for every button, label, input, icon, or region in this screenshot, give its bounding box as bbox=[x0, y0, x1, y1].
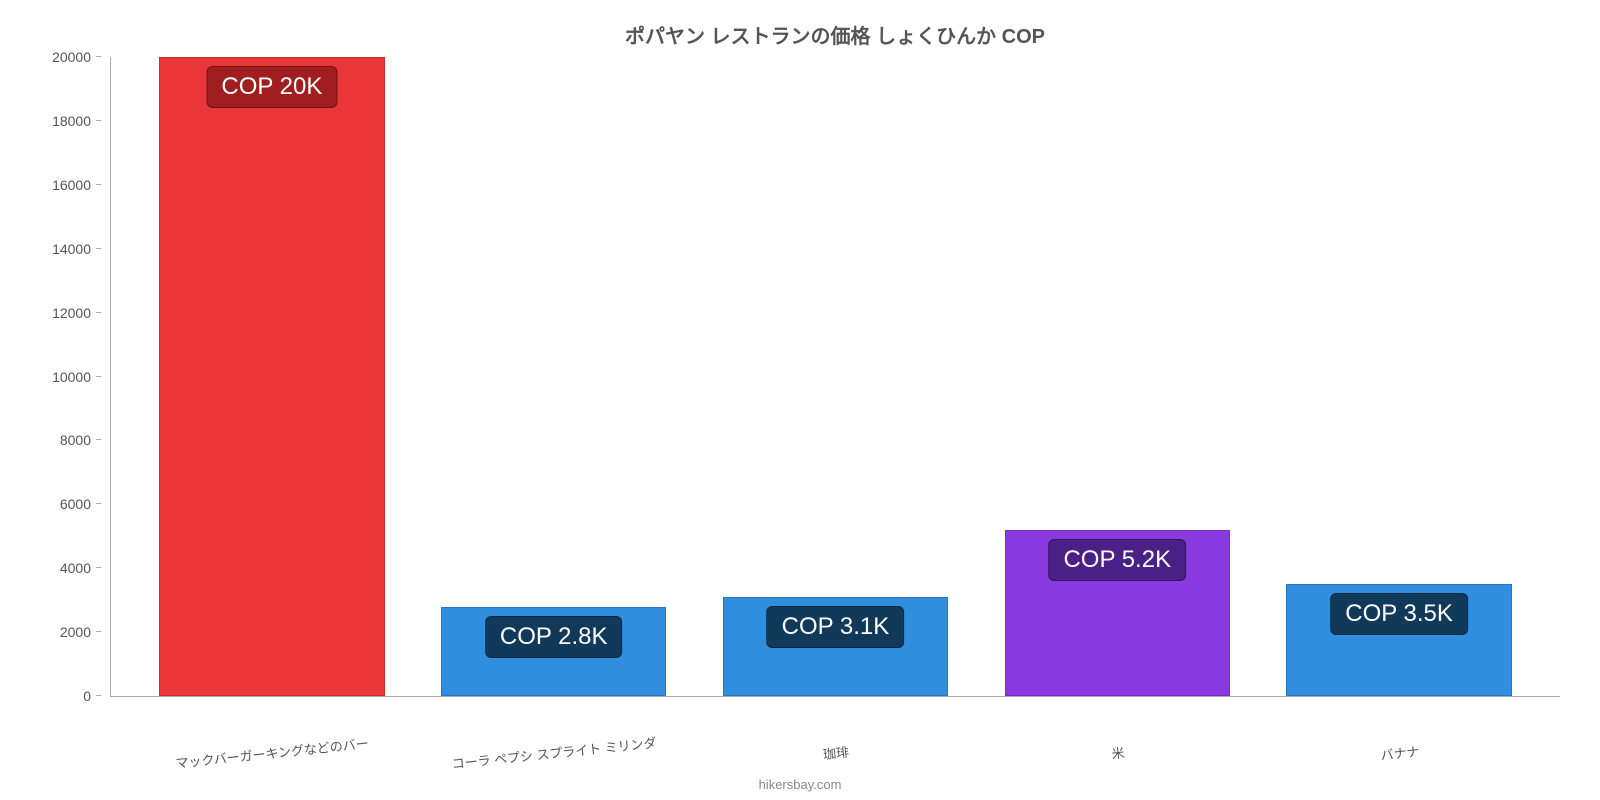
bar-slot: COP 3.1K bbox=[695, 57, 977, 696]
bar-slot: COP 20K bbox=[131, 57, 413, 696]
y-tick-label: 2000 bbox=[60, 624, 91, 640]
bar-value-badge: COP 3.5K bbox=[1330, 593, 1468, 635]
y-tick-mark bbox=[96, 184, 101, 185]
y-tick-label: 0 bbox=[83, 688, 91, 704]
x-tick-label: マックバーガーキングなどのバー bbox=[131, 728, 413, 776]
bar-slot: COP 5.2K bbox=[976, 57, 1258, 696]
x-tick-label: 珈琲 bbox=[695, 728, 977, 776]
chart-title: ポパヤン レストランの価格 しょくひんか COP bbox=[110, 20, 1560, 49]
bars-container: COP 20K COP 2.8K COP 3.1K COP 5.2K COP 3.5K bbox=[111, 57, 1560, 696]
y-tick-label: 18000 bbox=[52, 113, 91, 129]
y-tick-mark bbox=[96, 503, 101, 504]
y-tick-label: 8000 bbox=[60, 432, 91, 448]
y-tick-label: 12000 bbox=[52, 305, 91, 321]
y-tick-mark bbox=[96, 439, 101, 440]
x-axis-labels: マックバーガーキングなどのバーコーラ ペプシ スプライト ミリンダ珈琲米バナナ bbox=[110, 743, 1560, 762]
bar: COP 3.1K bbox=[723, 597, 948, 696]
plot-area: 0200040006000800010000120001400016000180… bbox=[110, 57, 1560, 697]
y-tick-mark bbox=[96, 120, 101, 121]
x-tick-label: バナナ bbox=[1259, 728, 1541, 776]
bar: COP 2.8K bbox=[441, 607, 666, 696]
y-tick-label: 6000 bbox=[60, 496, 91, 512]
y-tick-mark bbox=[96, 376, 101, 377]
x-tick-label: 米 bbox=[977, 728, 1259, 776]
bar: COP 3.5K bbox=[1286, 584, 1511, 696]
y-tick-mark bbox=[96, 312, 101, 313]
y-tick-mark bbox=[96, 248, 101, 249]
y-tick-label: 20000 bbox=[52, 49, 91, 65]
chart-wrapper: ポパヤン レストランの価格 しょくひんか COP 020004000600080… bbox=[0, 0, 1600, 800]
attribution-text: hikersbay.com bbox=[0, 777, 1600, 792]
bar-slot: COP 3.5K bbox=[1258, 57, 1540, 696]
y-tick-label: 14000 bbox=[52, 241, 91, 257]
y-tick-mark bbox=[96, 631, 101, 632]
bar: COP 20K bbox=[159, 57, 384, 696]
bar: COP 5.2K bbox=[1005, 530, 1230, 696]
y-tick-mark bbox=[96, 695, 101, 696]
bar-value-badge: COP 2.8K bbox=[485, 616, 623, 658]
y-tick-mark bbox=[96, 56, 101, 57]
bar-value-badge: COP 5.2K bbox=[1048, 539, 1186, 581]
y-tick-label: 4000 bbox=[60, 560, 91, 576]
y-tick-mark bbox=[96, 567, 101, 568]
bar-value-badge: COP 3.1K bbox=[767, 606, 905, 648]
bar-value-badge: COP 20K bbox=[206, 66, 337, 108]
x-tick-label: コーラ ペプシ スプライト ミリンダ bbox=[413, 728, 695, 776]
y-tick-label: 16000 bbox=[52, 177, 91, 193]
y-tick-label: 10000 bbox=[52, 369, 91, 385]
bar-slot: COP 2.8K bbox=[413, 57, 695, 696]
